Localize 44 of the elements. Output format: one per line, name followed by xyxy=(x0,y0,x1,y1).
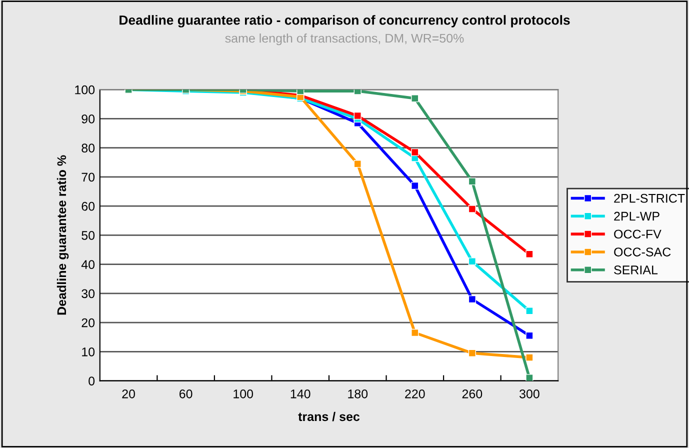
y-tick-label: 70 xyxy=(82,172,95,182)
y-tick-label: 10 xyxy=(82,347,95,356)
point xyxy=(411,328,419,337)
point xyxy=(526,250,534,258)
point xyxy=(354,112,362,120)
x-tick-label: 100 xyxy=(234,389,254,398)
y-tick-label: 60 xyxy=(82,202,95,211)
y-tick-label: 0 xyxy=(88,376,95,386)
point xyxy=(411,94,419,102)
point xyxy=(526,354,534,362)
legend-label: OCC-FV xyxy=(614,230,662,239)
chart-title: Deadline guarantee ratio - comparison of concurrency control protocols xyxy=(120,15,570,28)
x-tick-label: 20 xyxy=(122,389,136,398)
point xyxy=(526,332,534,340)
point xyxy=(354,160,362,168)
point xyxy=(411,182,419,190)
y-tick-label: 50 xyxy=(82,231,95,240)
point xyxy=(526,307,534,315)
x-tick-label: 300 xyxy=(520,389,540,398)
x-tick-label: 220 xyxy=(405,389,425,398)
legend-label: 2PL-WP xyxy=(614,212,660,221)
x-tick-label: 140 xyxy=(290,389,310,398)
y-axis-title: Deadline guarantee ratio % xyxy=(56,155,69,315)
x-axis-title: trans / sec xyxy=(298,412,360,422)
y-tick-label: 80 xyxy=(82,144,95,152)
point xyxy=(468,178,476,186)
y-tick-label: 40 xyxy=(81,260,95,269)
x-tick-label: 260 xyxy=(462,389,482,398)
legend-label: OCC-SAC xyxy=(614,248,671,256)
y-tick-label: 30 xyxy=(82,289,95,298)
legend-label: SERIAL xyxy=(614,266,658,274)
legend-label: 2PL-STRICT xyxy=(614,194,685,203)
chart-subtitle: same length of transactions, DM, WR=50% xyxy=(225,34,464,46)
y-tick-label: 90 xyxy=(82,114,95,124)
point xyxy=(468,205,476,213)
point xyxy=(468,295,476,304)
point xyxy=(411,148,419,156)
x-tick-label: 180 xyxy=(348,389,368,398)
point xyxy=(468,258,476,266)
y-tick-label: 100 xyxy=(75,85,95,94)
y-tick-label: 20 xyxy=(82,318,95,328)
point xyxy=(526,374,534,381)
x-tick-label: 60 xyxy=(180,389,192,398)
point xyxy=(468,349,476,357)
